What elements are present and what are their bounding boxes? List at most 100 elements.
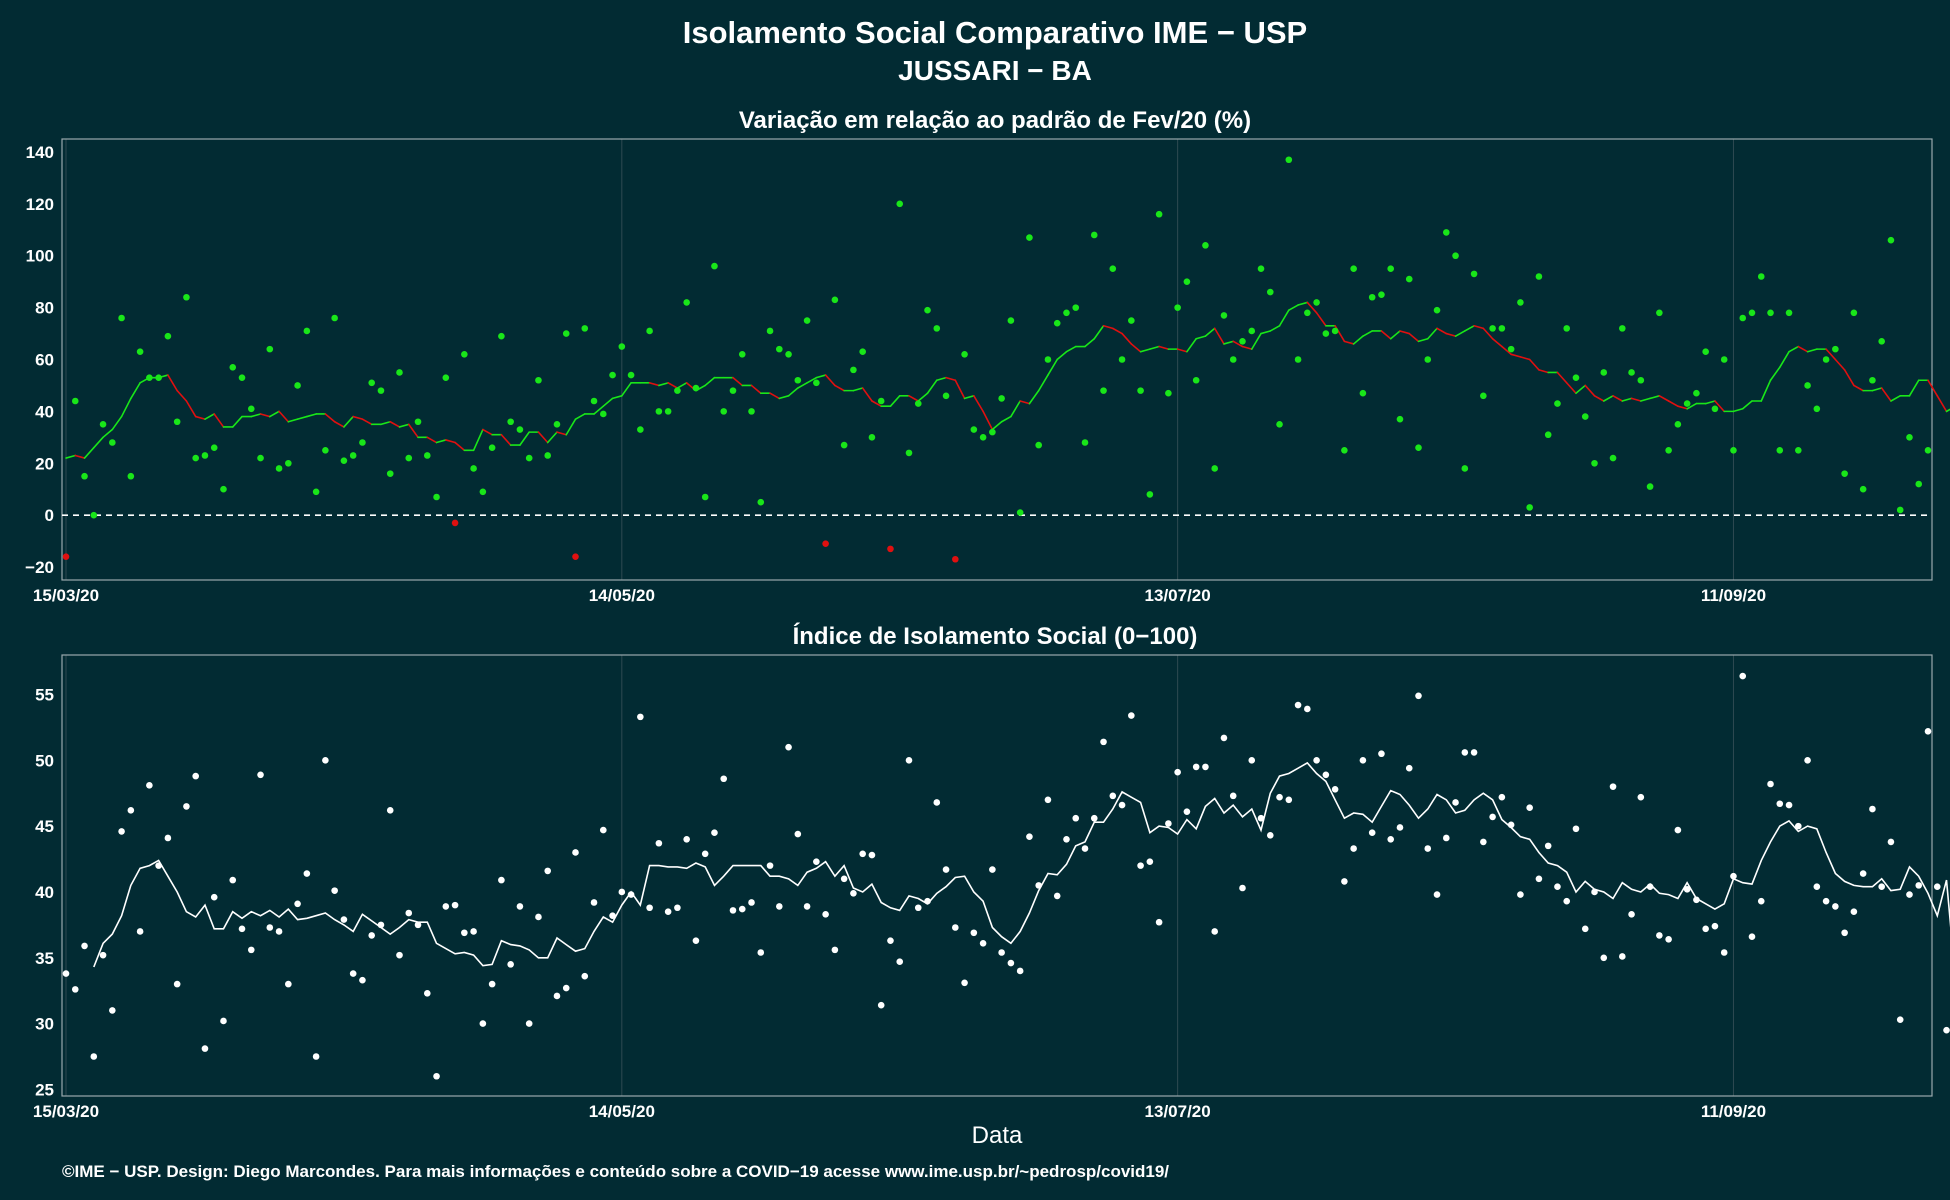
data-point xyxy=(609,371,616,379)
data-point xyxy=(1915,882,1923,889)
data-point xyxy=(1257,814,1265,822)
data-point xyxy=(1563,897,1571,905)
y-tick-label: 40 xyxy=(35,883,54,902)
moving-average-segment xyxy=(1250,332,1262,350)
data-point xyxy=(970,929,978,937)
data-point xyxy=(1517,891,1524,898)
data-point xyxy=(377,921,385,929)
data-point xyxy=(1331,327,1339,335)
moving-average-segment xyxy=(1732,407,1744,413)
y-tick-label: −20 xyxy=(25,558,54,577)
data-point xyxy=(850,366,857,374)
data-point xyxy=(1192,376,1200,384)
panel1-title: Variação em relação ao padrão de Fev/20 … xyxy=(739,107,1251,134)
data-point xyxy=(1053,319,1061,327)
data-point xyxy=(627,371,635,379)
data-point xyxy=(229,876,237,884)
data-point xyxy=(1730,446,1737,454)
moving-average-segment xyxy=(1565,382,1577,395)
moving-average-segment xyxy=(1677,405,1688,410)
data-point xyxy=(859,850,866,858)
data-point xyxy=(442,903,450,910)
data-point xyxy=(1859,485,1867,493)
data-point xyxy=(368,932,376,939)
data-point xyxy=(1906,891,1913,898)
moving-average-segment xyxy=(1037,374,1049,392)
data-point xyxy=(1341,878,1348,885)
moving-average-segment xyxy=(750,384,762,395)
data-point xyxy=(461,351,468,358)
data-point xyxy=(229,363,237,371)
data-point xyxy=(1165,820,1172,827)
data-point xyxy=(1489,813,1496,821)
data-point xyxy=(238,374,246,381)
data-point xyxy=(1906,434,1913,441)
data-point xyxy=(914,400,922,407)
data-point xyxy=(1341,446,1348,454)
data-point xyxy=(1174,304,1181,311)
data-point xyxy=(544,452,552,459)
data-point xyxy=(303,870,311,877)
data-point xyxy=(1896,506,1904,514)
data-point xyxy=(720,408,728,415)
moving-average-segment xyxy=(1260,330,1272,335)
chart-title: Isolamento Social Comparativo IME − USP xyxy=(683,15,1307,50)
data-point xyxy=(386,807,394,814)
data-point xyxy=(1498,793,1506,801)
data-point xyxy=(692,384,700,392)
data-point xyxy=(201,452,209,459)
y-tick-label: 60 xyxy=(35,351,54,370)
moving-average-segment xyxy=(1760,379,1772,402)
data-point xyxy=(1294,356,1302,363)
data-point xyxy=(1146,491,1154,498)
data-point xyxy=(711,829,718,837)
data-point xyxy=(831,296,839,304)
data-point xyxy=(1016,967,1024,975)
data-point xyxy=(294,382,301,389)
data-point xyxy=(146,374,153,381)
data-point xyxy=(516,426,524,433)
data-point xyxy=(1137,387,1144,394)
data-point xyxy=(803,903,811,910)
data-point xyxy=(1896,1016,1904,1023)
moving-average-segment xyxy=(1843,369,1855,387)
y-tick-label: 25 xyxy=(35,1080,54,1099)
moving-average-segment xyxy=(324,413,336,423)
moving-average-segment xyxy=(1019,400,1031,405)
data-point xyxy=(1470,749,1478,756)
moving-average-segment xyxy=(602,397,614,407)
data-point xyxy=(1544,431,1552,439)
data-point xyxy=(1757,897,1765,905)
y-tick-label: 80 xyxy=(35,299,54,318)
data-point xyxy=(1850,908,1858,916)
moving-average-segment xyxy=(130,382,141,400)
data-point xyxy=(776,903,783,910)
footer-credit: ©IME − USP. Design: Diego Marcondes. Par… xyxy=(62,1162,1169,1181)
data-point xyxy=(850,889,857,897)
moving-average-segment xyxy=(1704,400,1716,405)
data-point xyxy=(1702,925,1709,933)
data-point xyxy=(1591,888,1598,896)
data-point xyxy=(127,807,135,814)
data-point xyxy=(1480,838,1487,846)
moving-average-segment xyxy=(1519,356,1531,361)
data-point xyxy=(1063,835,1070,843)
data-point xyxy=(1600,954,1608,962)
moving-average-segment xyxy=(1658,395,1670,402)
data-point xyxy=(970,426,978,433)
data-point xyxy=(896,958,904,966)
data-point xyxy=(414,418,422,426)
data-point xyxy=(1239,338,1246,345)
moving-average-segment xyxy=(769,392,781,400)
data-point xyxy=(1748,309,1756,317)
moving-average-segment xyxy=(1176,348,1188,353)
data-point xyxy=(303,327,311,335)
data-point xyxy=(562,330,570,337)
data-point xyxy=(1767,780,1774,788)
data-point xyxy=(155,374,162,381)
data-point xyxy=(757,498,765,506)
data-point xyxy=(1405,275,1413,283)
moving-average-segment xyxy=(704,376,716,387)
data-point xyxy=(1878,338,1885,345)
data-point xyxy=(609,912,616,919)
